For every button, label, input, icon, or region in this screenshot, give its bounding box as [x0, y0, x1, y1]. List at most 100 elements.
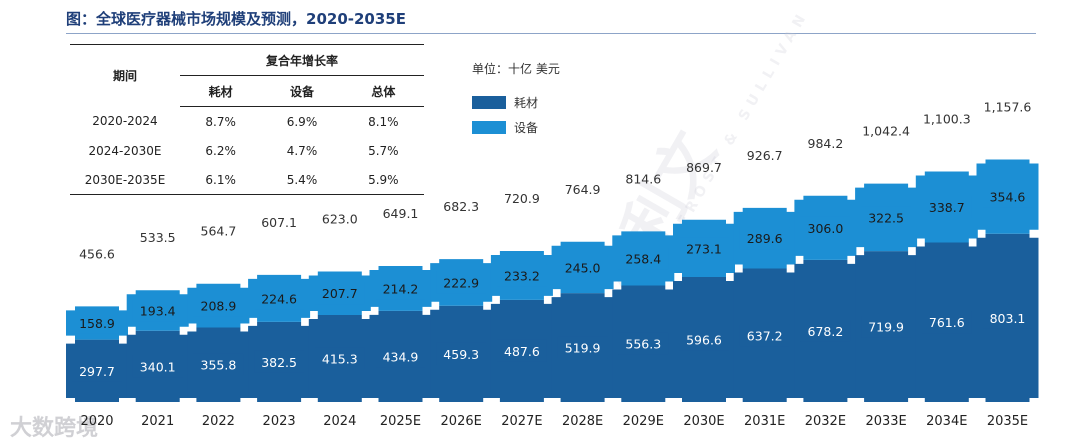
total-label: 607.1 [261, 215, 297, 230]
table-row: 2024-2030E 6.2% 4.7% 5.7% [70, 136, 424, 165]
legend-swatch [472, 96, 506, 109]
value-cell: 6.2% [205, 143, 236, 158]
data-label-equipment: 222.9 [443, 275, 479, 290]
x-tick-label: 2024 [323, 414, 356, 429]
label-box-equipment [314, 282, 365, 305]
data-label-consumables: 459.3 [443, 347, 479, 362]
label-box-equipment [254, 287, 305, 310]
period-cell: 2030E-2035E [70, 165, 180, 195]
x-tick-label: 2025E [380, 414, 421, 429]
label-box-consumables [193, 353, 244, 376]
total-label: 649.1 [383, 206, 419, 221]
label-box-equipment [679, 237, 729, 260]
total-label: 869.7 [686, 160, 722, 175]
data-label-equipment: 224.6 [261, 291, 297, 306]
data-label-equipment: 245.0 [565, 260, 601, 275]
data-label-equipment: 214.2 [383, 281, 419, 296]
label-box-consumables [921, 311, 972, 334]
data-label-equipment: 158.9 [79, 316, 115, 331]
data-label-equipment: 306.0 [808, 221, 844, 236]
label-box-consumables [375, 345, 426, 368]
col-header-equipment: 设备 [261, 75, 343, 107]
data-label-consumables: 434.9 [383, 349, 419, 364]
data-label-consumables: 637.2 [747, 328, 783, 343]
cagr-table: 期间 复合年增长率 耗材 设备 总体 2020-2024 8.7% 6.9% 8… [70, 44, 424, 195]
label-box-consumables [132, 355, 183, 378]
data-label-consumables: 596.6 [686, 333, 722, 348]
data-label-equipment: 233.2 [504, 268, 540, 283]
x-tick-label: 2027E [501, 414, 542, 429]
label-box-equipment [436, 271, 487, 294]
x-tick-label: 2020 [80, 414, 113, 429]
x-tick-label: 2023 [263, 414, 296, 429]
total-label: 1,042.4 [862, 124, 910, 139]
value-cell: 8.1% [368, 114, 399, 129]
value-cell: 4.7% [286, 143, 318, 158]
total-label: 926.7 [747, 148, 783, 163]
value-cell: 6.9% [286, 114, 318, 129]
label-box-consumables [982, 306, 1033, 329]
label-box-equipment [800, 216, 851, 239]
label-box-equipment [982, 185, 1033, 208]
x-tick-label: 2029E [623, 414, 664, 429]
total-label: 814.6 [625, 171, 661, 186]
total-label: 623.0 [322, 211, 358, 226]
chart-title: 图：全球医疗器械市场规模及预测，2020-2035E [66, 10, 406, 28]
legend-item-equipment: 设备 [472, 119, 538, 136]
period-header: 期间 [70, 44, 180, 107]
value-cell: 5.7% [368, 143, 399, 158]
data-label-consumables: 519.9 [565, 341, 601, 356]
x-tick-label: 2030E [683, 414, 724, 429]
label-box-equipment [557, 256, 608, 279]
value-cell: 6.1% [180, 165, 262, 195]
label-box-consumables [314, 347, 365, 370]
legend-swatch [472, 121, 506, 134]
label-box-consumables [72, 359, 122, 382]
data-label-consumables: 355.8 [201, 358, 237, 373]
total-label: 764.9 [565, 182, 601, 197]
total-label: 564.7 [201, 224, 237, 239]
label-box-equipment [193, 294, 244, 317]
data-label-consumables: 297.7 [79, 364, 115, 379]
data-label-consumables: 719.9 [868, 320, 904, 335]
label-box-equipment [72, 311, 122, 334]
data-label-consumables: 556.3 [625, 337, 661, 352]
x-tick-label: 2028E [562, 414, 603, 429]
unit-label: 单位：十亿 美元 [472, 62, 560, 76]
label-box-equipment [375, 277, 426, 300]
cagr-group-header: 复合年增长率 [180, 44, 424, 76]
data-label-equipment: 354.6 [990, 190, 1026, 205]
total-label: 1,157.6 [984, 99, 1032, 114]
legend-item-consumables: 耗材 [472, 94, 538, 111]
table-row: 2030E-2035E 6.1% 5.4% 5.9% [70, 165, 424, 195]
period-cell: 2020-2024 [92, 114, 158, 129]
data-label-consumables: 382.5 [261, 355, 297, 370]
data-label-equipment: 208.9 [201, 299, 237, 314]
legend-label: 设备 [514, 121, 539, 135]
label-box-consumables [679, 328, 729, 351]
data-label-equipment: 322.5 [868, 210, 904, 225]
label-box-consumables [557, 336, 608, 359]
label-box-equipment [921, 195, 972, 218]
total-label: 533.5 [140, 230, 176, 245]
label-box-consumables [800, 319, 851, 342]
total-label: 682.3 [443, 199, 479, 214]
label-box-equipment [132, 299, 183, 322]
data-label-consumables: 487.6 [504, 344, 540, 359]
data-label-consumables: 761.6 [929, 315, 965, 330]
x-tick-label: 2035E [987, 414, 1028, 429]
label-box-equipment [618, 247, 669, 270]
value-cell: 8.7% [205, 114, 236, 129]
label-box-consumables [436, 342, 487, 365]
x-tick-label: 2022 [202, 414, 235, 429]
x-tick-label: 2034E [926, 414, 967, 429]
total-label: 720.9 [504, 191, 540, 206]
total-label: 1,100.3 [923, 111, 971, 126]
legend-label: 耗材 [514, 96, 539, 110]
data-label-equipment: 338.7 [929, 200, 965, 215]
data-label-consumables: 678.2 [808, 324, 844, 339]
label-box-consumables [739, 324, 790, 347]
data-label-equipment: 289.6 [747, 231, 783, 246]
value-cell: 5.4% [261, 165, 343, 195]
